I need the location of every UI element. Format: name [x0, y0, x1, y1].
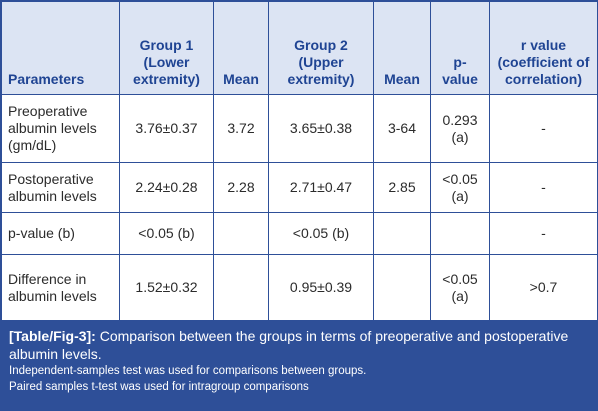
- table-cell: >0.7: [489, 254, 598, 321]
- table-cell: 2.28: [213, 162, 269, 213]
- table-cell: p-value (b): [1, 212, 120, 255]
- table-cell: 3.76±0.37: [119, 94, 214, 163]
- header-r-value: r value (coefficient of correlation): [489, 1, 598, 95]
- caption-note: Paired samples t-test was used for intra…: [9, 381, 309, 393]
- table-cell: [373, 254, 431, 321]
- header-mean2: Mean: [373, 1, 431, 95]
- header-group1: Group 1 (Lower extremity): [119, 1, 214, 95]
- table-cell: 2.24±0.28: [119, 162, 214, 213]
- table-cell: 3.72: [213, 94, 269, 163]
- table-cell: [213, 254, 269, 321]
- table-cell: <0.05 (a): [430, 254, 490, 321]
- table-cell: 0.95±0.39: [268, 254, 374, 321]
- table-row: p-value (b) <0.05 (b) <0.05 (b) -: [1, 212, 598, 255]
- table-cell: Preoperative albumin levels (gm/dL): [1, 94, 120, 163]
- caption-title: [Table/Fig-3]: Comparison between the gr…: [9, 327, 589, 363]
- table-cell: <0.05 (b): [119, 212, 214, 255]
- table-cell: 2.71±0.47: [268, 162, 374, 213]
- table-cell: -: [489, 162, 598, 213]
- table-cell: [213, 212, 269, 255]
- caption-note: Independent-samples test was used for co…: [9, 365, 367, 377]
- table-caption: [Table/Fig-3]: Comparison between the gr…: [1, 320, 597, 410]
- table-cell: 0.293 (a): [430, 94, 490, 163]
- caption-label: [Table/Fig-3]:: [9, 328, 96, 344]
- table-cell: 3-64: [373, 94, 431, 163]
- table-cell: 3.65±0.38: [268, 94, 374, 163]
- table-cell: Postoperative albumin levels: [1, 162, 120, 213]
- table-row: Postoperative albumin levels 2.24±0.28 2…: [1, 162, 598, 213]
- table-cell: 1.52±0.32: [119, 254, 214, 321]
- table-cell: <0.05 (b): [268, 212, 374, 255]
- table-cell: Difference in albumin levels: [1, 254, 120, 321]
- table-cell: [430, 212, 490, 255]
- table-header-row: Parameters Group 1 (Lower extremity) Mea…: [1, 1, 598, 95]
- table-row: Difference in albumin levels 1.52±0.32 0…: [1, 254, 598, 321]
- table-cell: -: [489, 212, 598, 255]
- caption-text: Comparison between the groups in terms o…: [9, 328, 569, 362]
- header-parameters: Parameters: [1, 1, 120, 95]
- table-cell: <0.05 (a): [430, 162, 490, 213]
- table-row: Preoperative albumin levels (gm/dL) 3.76…: [1, 94, 598, 163]
- header-mean1: Mean: [213, 1, 269, 95]
- data-table: Parameters Group 1 (Lower extremity) Mea…: [1, 1, 598, 321]
- table-cell: -: [489, 94, 598, 163]
- header-p-value: p-value: [430, 1, 490, 95]
- header-group2: Group 2 (Upper extremity): [268, 1, 374, 95]
- table-cell: [373, 212, 431, 255]
- table-cell: 2.85: [373, 162, 431, 213]
